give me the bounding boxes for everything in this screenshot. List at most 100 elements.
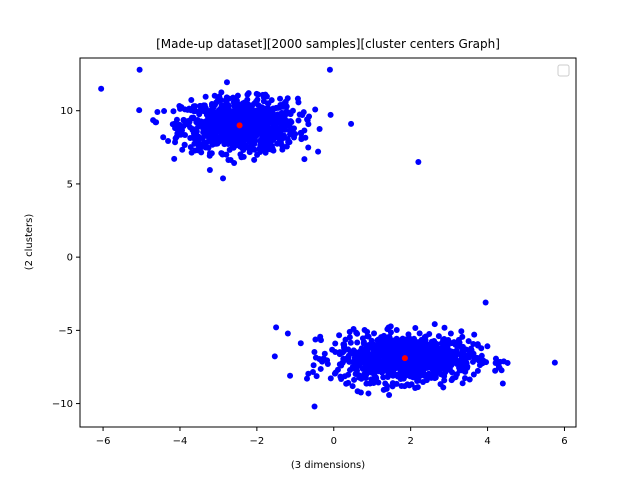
- data-point: [321, 350, 328, 357]
- data-point: [311, 403, 318, 410]
- data-point: [252, 98, 259, 105]
- data-point: [213, 139, 220, 146]
- data-point: [318, 357, 325, 364]
- data-point: [200, 108, 207, 115]
- data-point: [301, 156, 308, 163]
- data-point: [225, 120, 232, 127]
- data-point: [214, 128, 221, 135]
- data-point: [233, 109, 240, 116]
- data-point: [393, 327, 400, 334]
- data-point: [245, 90, 252, 97]
- data-point: [249, 115, 256, 122]
- data-point: [231, 159, 238, 166]
- data-point: [446, 349, 453, 356]
- data-point: [499, 380, 506, 387]
- data-point: [424, 373, 431, 380]
- data-point: [181, 141, 188, 148]
- x-tick-label: −4: [173, 436, 188, 447]
- data-point: [466, 376, 473, 383]
- data-point: [98, 85, 105, 92]
- y-tick-label: 10: [60, 106, 73, 117]
- data-point: [283, 108, 290, 115]
- data-point: [458, 328, 465, 335]
- data-point: [199, 122, 206, 129]
- y-tick-label: 0: [67, 253, 73, 264]
- data-point: [304, 117, 311, 124]
- data-point: [217, 124, 224, 131]
- data-point: [220, 111, 227, 118]
- data-point: [360, 340, 367, 347]
- data-point: [310, 362, 317, 369]
- y-tick-label: −10: [52, 399, 73, 410]
- y-axis-label: (2 clusters): [24, 214, 35, 271]
- data-point: [360, 360, 367, 366]
- data-point: [284, 330, 291, 337]
- data-point: [484, 343, 491, 350]
- data-point: [492, 355, 499, 362]
- data-point: [245, 129, 252, 136]
- data-point: [277, 95, 284, 102]
- data-point: [398, 373, 405, 380]
- data-point: [459, 380, 466, 387]
- data-point: [257, 103, 264, 110]
- data-point: [216, 134, 223, 141]
- data-point: [393, 362, 400, 369]
- data-point: [349, 383, 356, 390]
- data-point: [365, 333, 372, 340]
- data-point: [413, 343, 420, 350]
- data-point: [220, 175, 227, 182]
- data-point: [470, 341, 477, 347]
- data-point: [347, 339, 354, 346]
- chart-title: [Made-up dataset][2000 samples][cluster …: [156, 37, 500, 51]
- data-point: [381, 344, 388, 351]
- data-point: [429, 370, 436, 377]
- data-point: [407, 341, 414, 348]
- data-point: [551, 359, 558, 366]
- cluster-center-point: [236, 122, 243, 129]
- data-point: [263, 133, 270, 140]
- data-point: [496, 364, 503, 371]
- data-point: [375, 379, 382, 386]
- data-point: [389, 338, 396, 345]
- data-point: [331, 370, 338, 377]
- data-point: [468, 347, 475, 354]
- data-point: [356, 374, 363, 381]
- data-point: [176, 103, 183, 110]
- data-point: [361, 326, 368, 333]
- data-point: [386, 333, 393, 340]
- data-point: [412, 324, 419, 331]
- data-point: [255, 91, 262, 98]
- data-point: [431, 321, 438, 328]
- data-point: [359, 335, 366, 342]
- data-point: [211, 92, 218, 99]
- data-point: [239, 108, 246, 115]
- data-point: [463, 346, 470, 353]
- data-point: [375, 361, 382, 368]
- data-point: [317, 365, 324, 372]
- data-point: [441, 324, 448, 331]
- data-point: [455, 336, 462, 343]
- data-point: [353, 367, 360, 374]
- data-point: [221, 141, 228, 148]
- data-point: [437, 350, 444, 357]
- data-point: [327, 111, 334, 118]
- data-point: [273, 324, 280, 331]
- data-point: [182, 131, 189, 138]
- data-point: [390, 354, 397, 361]
- data-point: [412, 353, 419, 360]
- data-point: [465, 338, 472, 345]
- data-point: [461, 357, 468, 364]
- data-point: [206, 108, 213, 114]
- data-point: [386, 391, 393, 398]
- data-point: [411, 364, 418, 371]
- data-point: [136, 107, 143, 114]
- data-point: [225, 157, 232, 164]
- data-point: [380, 386, 387, 393]
- data-point: [297, 340, 304, 347]
- data-point: [295, 117, 302, 124]
- data-point: [191, 108, 198, 115]
- data-point: [345, 354, 352, 361]
- data-point: [338, 375, 345, 382]
- data-point: [395, 340, 402, 347]
- data-point: [462, 375, 468, 382]
